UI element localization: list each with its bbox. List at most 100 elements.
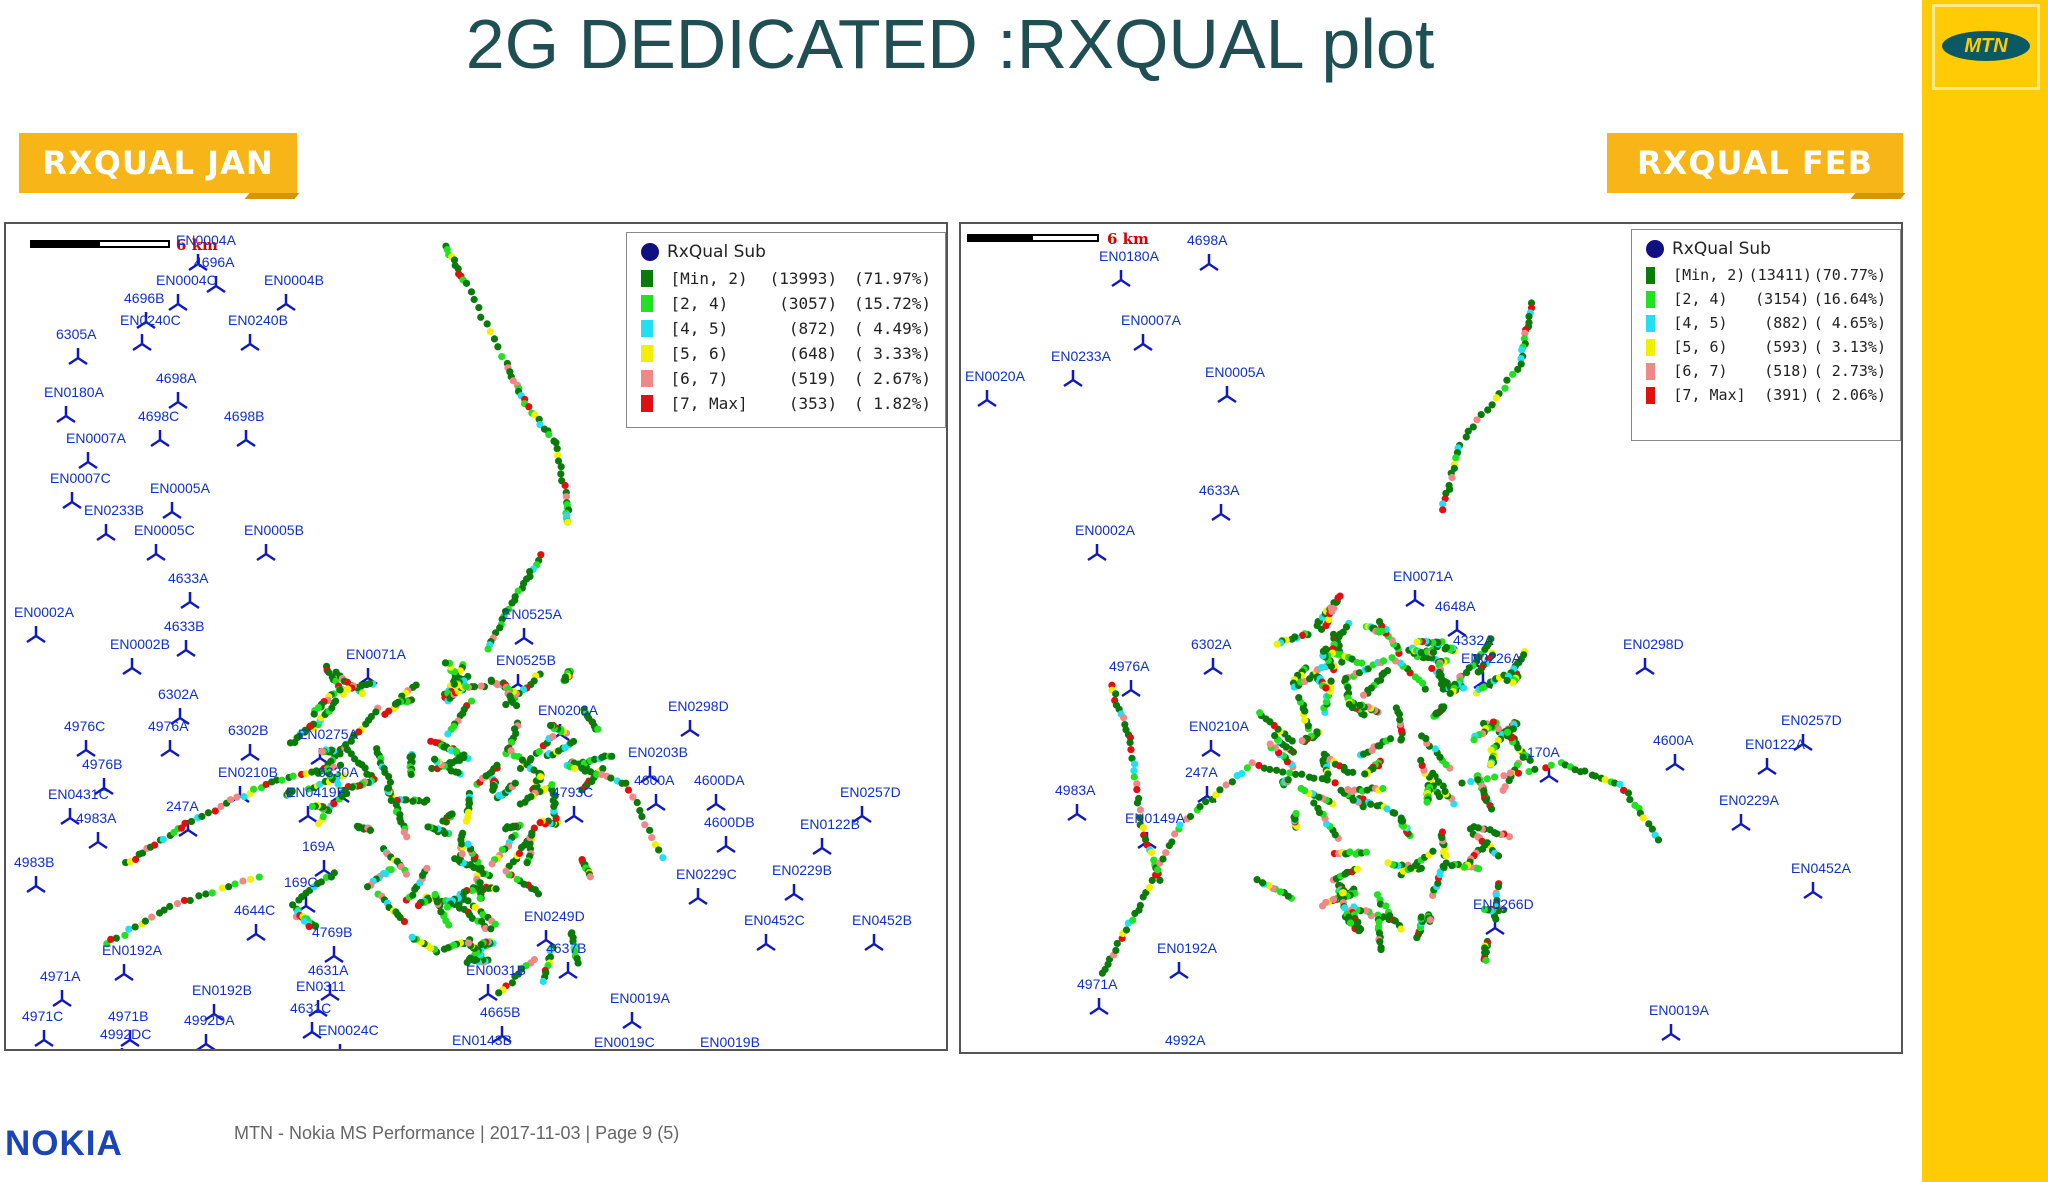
measurement-point bbox=[400, 917, 409, 926]
measurement-point bbox=[496, 624, 504, 632]
site-label: 169C bbox=[284, 874, 318, 890]
measurement-point bbox=[381, 710, 389, 718]
legend-row: [4, 5) (882)( 4.65%) bbox=[1632, 311, 1900, 335]
measurement-point bbox=[250, 785, 258, 793]
site-label: 4992DA bbox=[184, 1012, 235, 1028]
measurement-point bbox=[498, 846, 506, 854]
measurement-point bbox=[1505, 776, 1513, 785]
measurement-point bbox=[1346, 848, 1354, 856]
legend-range: [7, Max] bbox=[670, 394, 748, 413]
measurement-point bbox=[1542, 764, 1550, 772]
measurement-point bbox=[659, 854, 667, 862]
measurement-point bbox=[186, 896, 194, 905]
measurement-point bbox=[1467, 777, 1475, 786]
cell-site-icon bbox=[60, 808, 80, 826]
cell-site-icon bbox=[52, 990, 72, 1008]
measurement-point bbox=[226, 796, 235, 804]
measurement-point bbox=[1487, 760, 1495, 768]
cell-site-icon bbox=[492, 1026, 512, 1044]
measurement-point bbox=[343, 678, 351, 686]
measurement-point bbox=[1377, 946, 1385, 954]
measurement-point bbox=[332, 697, 340, 705]
site-label: EN0005A bbox=[150, 480, 210, 496]
measurement-point bbox=[495, 989, 503, 997]
measurement-point bbox=[138, 849, 147, 857]
measurement-point bbox=[1386, 735, 1395, 743]
measurement-point bbox=[474, 863, 483, 872]
measurement-point bbox=[1260, 764, 1268, 772]
measurement-point bbox=[107, 935, 115, 944]
site-label: 4698B bbox=[224, 408, 265, 424]
measurement-point bbox=[319, 812, 327, 821]
cell-site-icon bbox=[1111, 270, 1131, 288]
measurement-point bbox=[1322, 698, 1331, 706]
cell-site-icon bbox=[852, 806, 872, 824]
measurement-point bbox=[1396, 716, 1404, 724]
legend-count: (872) bbox=[788, 319, 838, 338]
measurement-point bbox=[240, 793, 248, 801]
measurement-point bbox=[1474, 776, 1482, 784]
measurement-point bbox=[1434, 778, 1443, 786]
site-label: EN0452B bbox=[852, 912, 912, 928]
measurement-point bbox=[593, 770, 601, 779]
legend-row: [4, 5) (872) ( 4.49%) bbox=[627, 316, 945, 341]
measurement-point bbox=[476, 894, 484, 902]
measurement-point bbox=[562, 493, 570, 501]
measurement-point bbox=[330, 800, 338, 808]
legend-swatch bbox=[641, 370, 653, 387]
measurement-point bbox=[1464, 427, 1472, 435]
measurement-point bbox=[462, 682, 470, 691]
cell-site-icon bbox=[26, 626, 46, 644]
legend-row: [Min, 2) (13993) (71.97%) bbox=[627, 266, 945, 291]
measurement-point bbox=[516, 800, 524, 808]
measurement-point bbox=[231, 880, 239, 888]
measurement-point bbox=[187, 817, 196, 826]
measurement-point bbox=[1492, 394, 1500, 402]
measurement-point bbox=[1503, 676, 1511, 685]
legend-row: [6, 7) (519) ( 2.67%) bbox=[627, 366, 945, 391]
measurement-point bbox=[537, 551, 545, 559]
measurement-point bbox=[1346, 919, 1355, 927]
cell-site-icon bbox=[120, 1048, 124, 1049]
cell-site-icon bbox=[1087, 544, 1107, 562]
measurement-point bbox=[1318, 902, 1327, 910]
measurement-point bbox=[477, 940, 485, 949]
measurement-point bbox=[305, 923, 313, 931]
measurement-point bbox=[1130, 773, 1138, 781]
legend-count: (13993) bbox=[769, 269, 838, 288]
site-label: EN0229C bbox=[676, 866, 737, 882]
measurement-point bbox=[384, 784, 392, 792]
measurement-point bbox=[1488, 401, 1496, 409]
measurement-point bbox=[471, 903, 479, 911]
measurement-point bbox=[1460, 684, 1468, 692]
measurement-point bbox=[1243, 764, 1251, 772]
measurement-point bbox=[536, 819, 544, 827]
measurement-point bbox=[561, 676, 569, 684]
measurement-point bbox=[531, 411, 539, 419]
measurement-point bbox=[489, 785, 497, 793]
measurement-point bbox=[498, 615, 506, 623]
measurement-point bbox=[1323, 820, 1331, 828]
measurement-point bbox=[1171, 830, 1179, 838]
cell-site-icon bbox=[1063, 370, 1083, 388]
cell-site-icon bbox=[756, 934, 776, 952]
measurement-point bbox=[1355, 926, 1364, 935]
rxqual-map-feb[interactable]: 6 km RxQual Sub [Min, 2) (13411) (70.77%)[… bbox=[959, 222, 1903, 1054]
measurement-point bbox=[1388, 654, 1396, 662]
measurement-point bbox=[1509, 679, 1517, 687]
measurement-point bbox=[523, 859, 531, 867]
brand-sidebar bbox=[1922, 0, 2048, 1182]
legend-range: [5, 6) bbox=[1673, 338, 1728, 356]
measurement-point bbox=[304, 785, 313, 793]
site-label: EN0122B bbox=[800, 816, 860, 832]
measurement-point bbox=[536, 421, 544, 429]
measurement-point bbox=[1437, 680, 1446, 688]
rxqual-map-jan[interactable]: 6 km RxQual Sub [Min, 2) (13993) (71.97%)[… bbox=[4, 222, 948, 1051]
measurement-point bbox=[1355, 669, 1364, 677]
measurement-point bbox=[218, 884, 227, 892]
cell-site-icon bbox=[68, 348, 88, 366]
legend-range: [4, 5) bbox=[670, 319, 729, 338]
site-label: 4698A bbox=[1187, 232, 1228, 248]
measurement-point bbox=[1139, 824, 1147, 832]
measurement-point bbox=[622, 779, 630, 787]
